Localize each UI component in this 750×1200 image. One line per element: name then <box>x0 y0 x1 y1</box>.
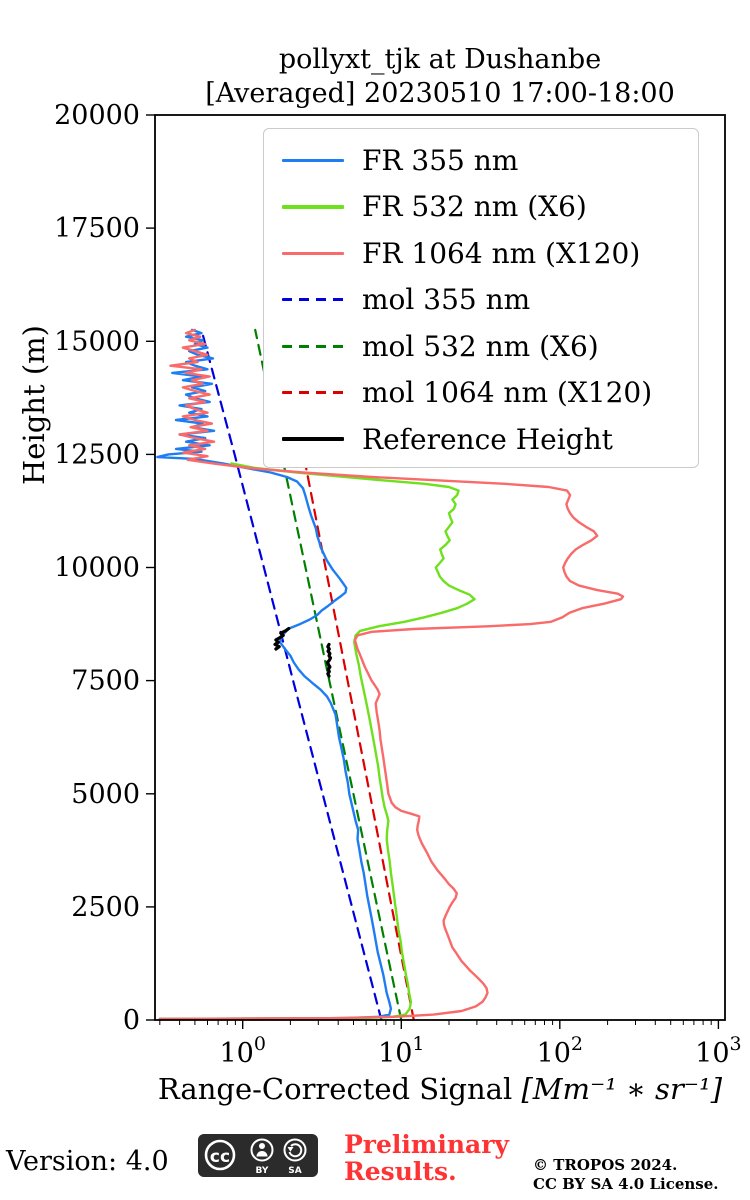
preliminary-results-note: Preliminary Results. <box>344 1131 509 1185</box>
by-person-body-icon <box>256 1151 268 1157</box>
x-tick-label: 103 <box>695 1033 741 1069</box>
legend-line-sample <box>282 205 344 209</box>
sa-arrow-icon <box>283 1138 307 1162</box>
sa-arrowhead-icon <box>287 1147 294 1152</box>
x-tick-label: 101 <box>378 1033 424 1069</box>
preliminary-line1: Preliminary <box>344 1130 509 1159</box>
copyright-note: © TROPOS 2024. CC BY SA 4.0 License. <box>533 1156 719 1194</box>
legend-item: mol 1064 nm (X120) <box>282 370 698 417</box>
y-tick-label: 12500 <box>54 439 140 470</box>
plot-title-line1: pollyxt_tjk at Dushanbe <box>278 44 602 75</box>
series-reference-height-seg1 <box>273 626 291 651</box>
legend-label: FR 532 nm (X6) <box>362 190 587 224</box>
series-reference-height-seg2 <box>325 642 333 678</box>
copyright-line2: CC BY SA 4.0 License. <box>533 1175 719 1193</box>
legend-item: FR 1064 nm (X120) <box>282 230 698 277</box>
y-tick-label: 5000 <box>71 779 140 810</box>
series-fr-1064-nm-x120- <box>158 328 625 1020</box>
legend-item: Reference Height <box>282 416 698 463</box>
legend-label: FR 355 nm <box>362 143 519 177</box>
legend-label: Reference Height <box>362 422 613 456</box>
by-person-icon <box>250 1138 274 1162</box>
y-tick-label: 15000 <box>54 326 140 357</box>
x-axis-label-text: Range-Corrected Signal <box>157 1072 513 1106</box>
badge-by-label: BY <box>256 1166 269 1176</box>
copyright-line1: © TROPOS 2024. <box>533 1156 678 1174</box>
cc-icon <box>204 1139 236 1171</box>
by-person-head-icon <box>259 1143 265 1149</box>
legend-label: mol 532 nm (X6) <box>362 329 599 363</box>
badge-sa-label: SA <box>288 1166 301 1176</box>
legend-item: FR 355 nm <box>282 137 698 184</box>
x-axis-label: Range-Corrected Signal [Mm⁻¹ ∗ sr⁻¹] <box>155 1072 725 1106</box>
y-tick-label: 0 <box>123 1005 140 1036</box>
legend-label: FR 1064 nm (X120) <box>362 236 641 270</box>
legend-dashed-line-sample <box>282 391 344 395</box>
y-tick-label: 17500 <box>54 213 140 244</box>
legend-line-sample <box>282 251 344 255</box>
y-tick-label: 2500 <box>71 892 140 923</box>
y-tick-label: 10000 <box>54 553 140 584</box>
series-mol-355-nm <box>200 328 383 1020</box>
y-tick-label: 20000 <box>54 100 140 131</box>
sa-arrow-arc-icon <box>288 1143 303 1158</box>
x-axis-label-units: [Mm⁻¹ ∗ sr⁻¹] <box>521 1072 723 1106</box>
cc-icon-text: cc <box>210 1147 230 1167</box>
legend-item: FR 532 nm (X6) <box>282 184 698 231</box>
y-tick-label: 7500 <box>71 666 140 697</box>
legend: FR 355 nm FR 532 nm (X6) FR 1064 nm (X120)… <box>263 128 699 468</box>
legend-item: mol 532 nm (X6) <box>282 323 698 370</box>
series-fr-355-nm <box>156 328 393 1020</box>
legend-line-sample <box>282 158 344 162</box>
plot-title-line2: [Averaged] 20230510 17:00-18:00 <box>205 78 675 109</box>
legend-label: mol 1064 nm (X120) <box>362 376 653 410</box>
series-mol-1064-nm-x120- <box>278 328 415 1020</box>
plot-frame <box>154 114 726 1021</box>
legend-label: mol 355 nm <box>362 283 531 317</box>
legend-item: mol 355 nm <box>282 277 698 324</box>
legend-line-sample <box>282 437 344 442</box>
version-label: Version: 4.0 <box>6 1146 169 1177</box>
x-tick-label: 102 <box>537 1033 583 1069</box>
x-tick-label: 100 <box>219 1033 265 1069</box>
series-fr-532-nm-x6- <box>158 462 476 1020</box>
axis-ticks <box>146 114 720 1029</box>
legend-dashed-line-sample <box>282 344 344 348</box>
legend-dashed-line-sample <box>282 298 344 302</box>
cc-by-sa-badge[interactable]: cc BY SA <box>198 1134 318 1178</box>
preliminary-line2: Results. <box>344 1157 457 1186</box>
